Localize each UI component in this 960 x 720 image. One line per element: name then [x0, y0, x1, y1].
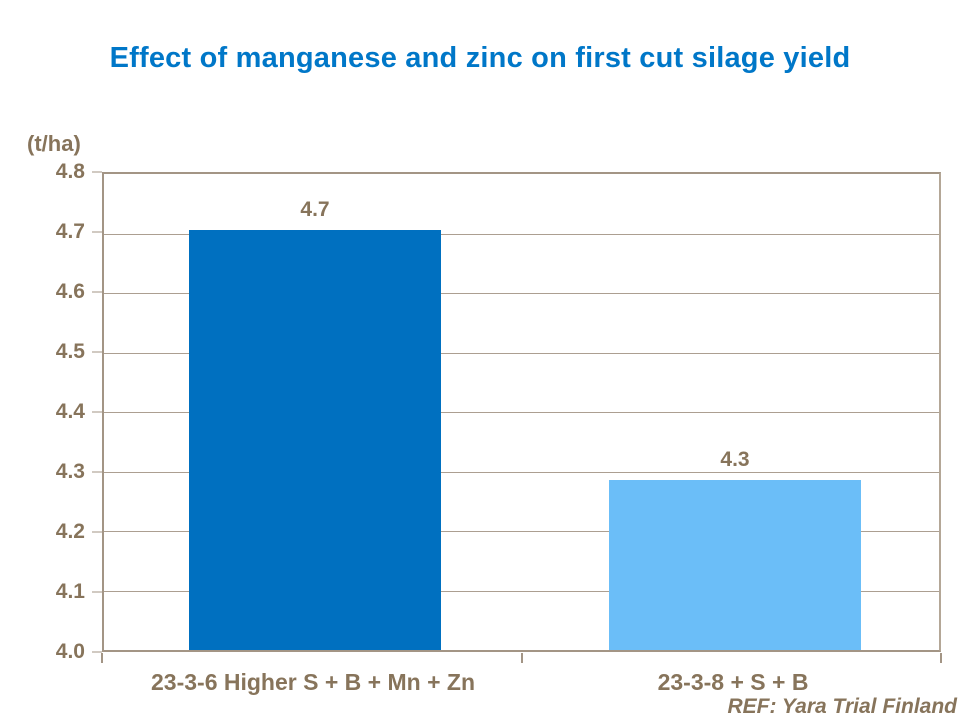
y-tick-label: 4.7 [55, 220, 85, 243]
gridline [104, 471, 939, 473]
gridline [104, 531, 939, 532]
y-tick-mark [92, 171, 102, 173]
y-tick-mark [92, 231, 102, 233]
gridline [104, 412, 939, 413]
y-tick-mark [92, 411, 102, 413]
y-tick-label: 4.6 [55, 280, 85, 303]
y-axis-unit-label: (t/ha) [27, 131, 81, 156]
bar-2 [609, 480, 861, 650]
y-tick-label: 4.8 [55, 160, 85, 183]
y-tick-label: 4.3 [55, 460, 85, 483]
y-tick-mark [92, 651, 102, 653]
x-tick-mark [101, 653, 103, 663]
chart-title: Effect of manganese and zinc on first cu… [109, 42, 851, 74]
y-tick-label: 4.5 [55, 340, 85, 363]
gridline [104, 590, 939, 592]
reference-note: REF: Yara Trial Finland [727, 695, 957, 718]
x-tick-mark [520, 653, 523, 663]
y-tick-label: 4.2 [55, 520, 85, 543]
gridline [104, 293, 939, 294]
y-tick-label: 4.4 [55, 400, 85, 423]
y-tick-label: 4.0 [55, 640, 85, 663]
category-label: 23-3-8 + S + B [657, 669, 809, 695]
y-tick-mark [92, 471, 102, 473]
y-axis: 4.8 4.7 4.6 4.5 4.4 4.3 4.2 4.1 4.0 [0, 0, 85, 720]
plot-area: 4.7 4.3 [102, 172, 941, 652]
y-tick-label: 4.1 [55, 580, 85, 603]
y-tick-mark [92, 351, 102, 353]
category-label: 23-3-6 Higher S + B + Mn + Zn [151, 669, 475, 695]
gridline [104, 233, 939, 235]
gridline [104, 352, 939, 354]
y-tick-mark [92, 531, 102, 533]
y-tick-mark [92, 591, 102, 593]
x-tick-mark [940, 653, 942, 663]
bar-value-label: 4.7 [300, 198, 330, 221]
y-tick-mark [92, 291, 102, 293]
bar-1 [189, 230, 441, 650]
bar-value-label: 4.3 [720, 448, 750, 472]
